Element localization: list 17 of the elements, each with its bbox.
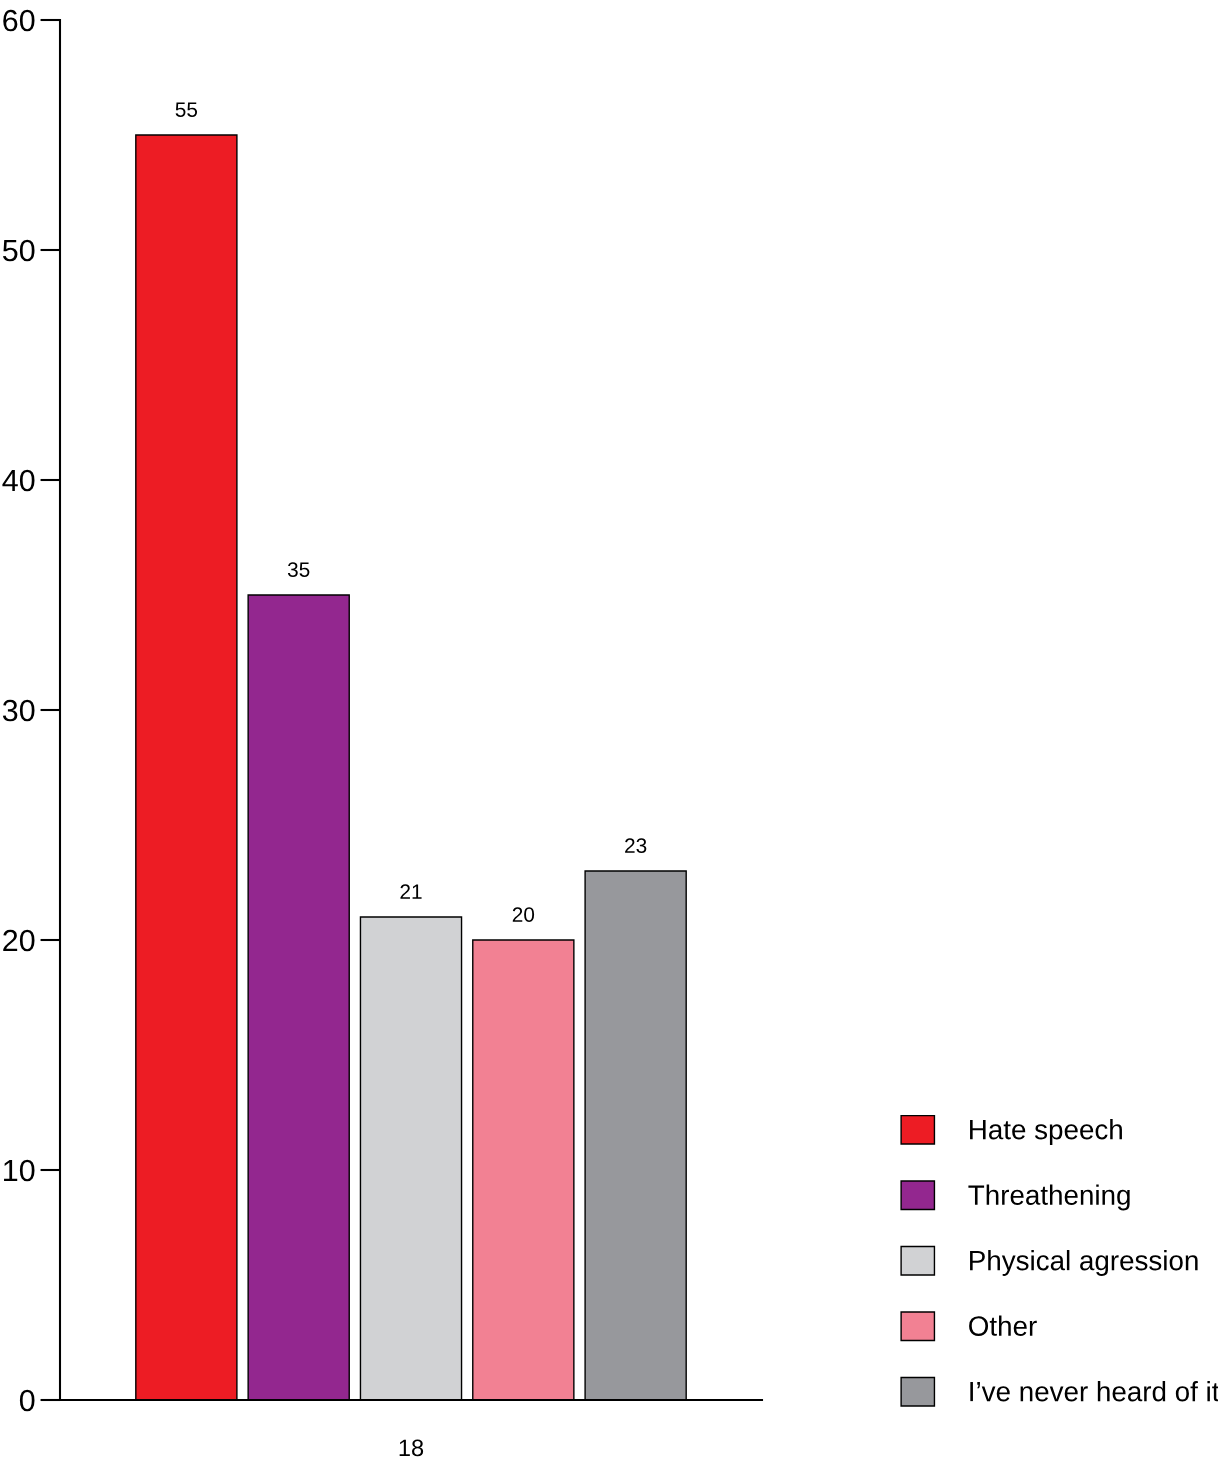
y-tick-label: 60 [3, 9, 35, 32]
legend-label: Physical agression [970, 1250, 1198, 1276]
y-tick-label: 10 [4, 1159, 35, 1182]
data-label: 55 [175, 102, 198, 117]
data-label: 21 [400, 884, 422, 899]
y-tick-label: 50 [2, 239, 35, 262]
legend-label: Threathening [968, 1184, 1130, 1211]
data-label: 20 [512, 907, 535, 922]
y-tick-label: 40 [2, 469, 35, 492]
legend-label: Other [969, 1315, 1037, 1336]
data-label: 35 [287, 562, 310, 577]
legend-label: Hate speech [970, 1119, 1122, 1145]
x-tick-label: 18 [399, 1439, 424, 1457]
y-tick-label: 0 [19, 1389, 35, 1412]
y-tick-label: 20 [3, 929, 35, 952]
data-label: 23 [625, 838, 647, 853]
y-tick-label: 30 [2, 699, 35, 722]
